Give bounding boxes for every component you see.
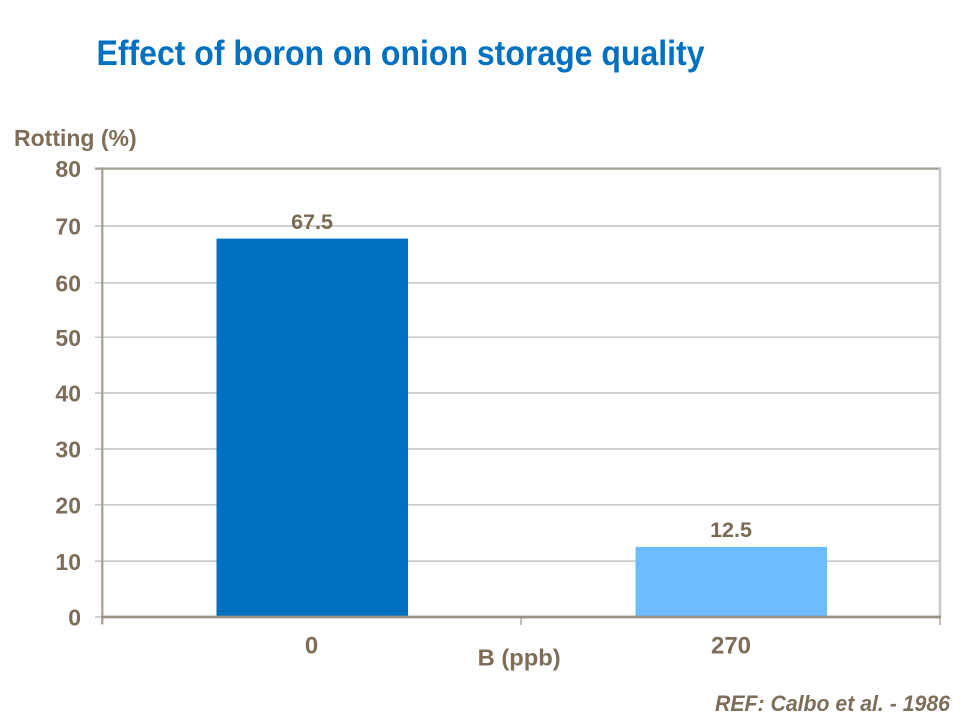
svg-text:80: 80 bbox=[55, 156, 81, 182]
svg-text:270: 270 bbox=[711, 633, 751, 660]
svg-text:30: 30 bbox=[55, 437, 81, 463]
svg-text:67.5: 67.5 bbox=[291, 210, 333, 234]
svg-text:10: 10 bbox=[55, 549, 81, 575]
svg-text:40: 40 bbox=[55, 381, 81, 407]
svg-text:Rotting (%): Rotting (%) bbox=[14, 125, 137, 151]
svg-text:50: 50 bbox=[55, 325, 81, 351]
svg-text:0: 0 bbox=[305, 633, 318, 660]
svg-text:70: 70 bbox=[55, 214, 81, 240]
svg-text:Effect of boron on onion stora: Effect of boron on onion storage quality bbox=[97, 33, 705, 73]
svg-text:B (ppb): B (ppb) bbox=[478, 645, 561, 671]
svg-text:0: 0 bbox=[68, 605, 81, 631]
svg-text:20: 20 bbox=[55, 493, 81, 519]
svg-text:60: 60 bbox=[55, 271, 81, 297]
svg-text:12.5: 12.5 bbox=[710, 518, 752, 542]
svg-text:REF: Calbo et al. - 1986: REF: Calbo et al. - 1986 bbox=[715, 691, 951, 716]
